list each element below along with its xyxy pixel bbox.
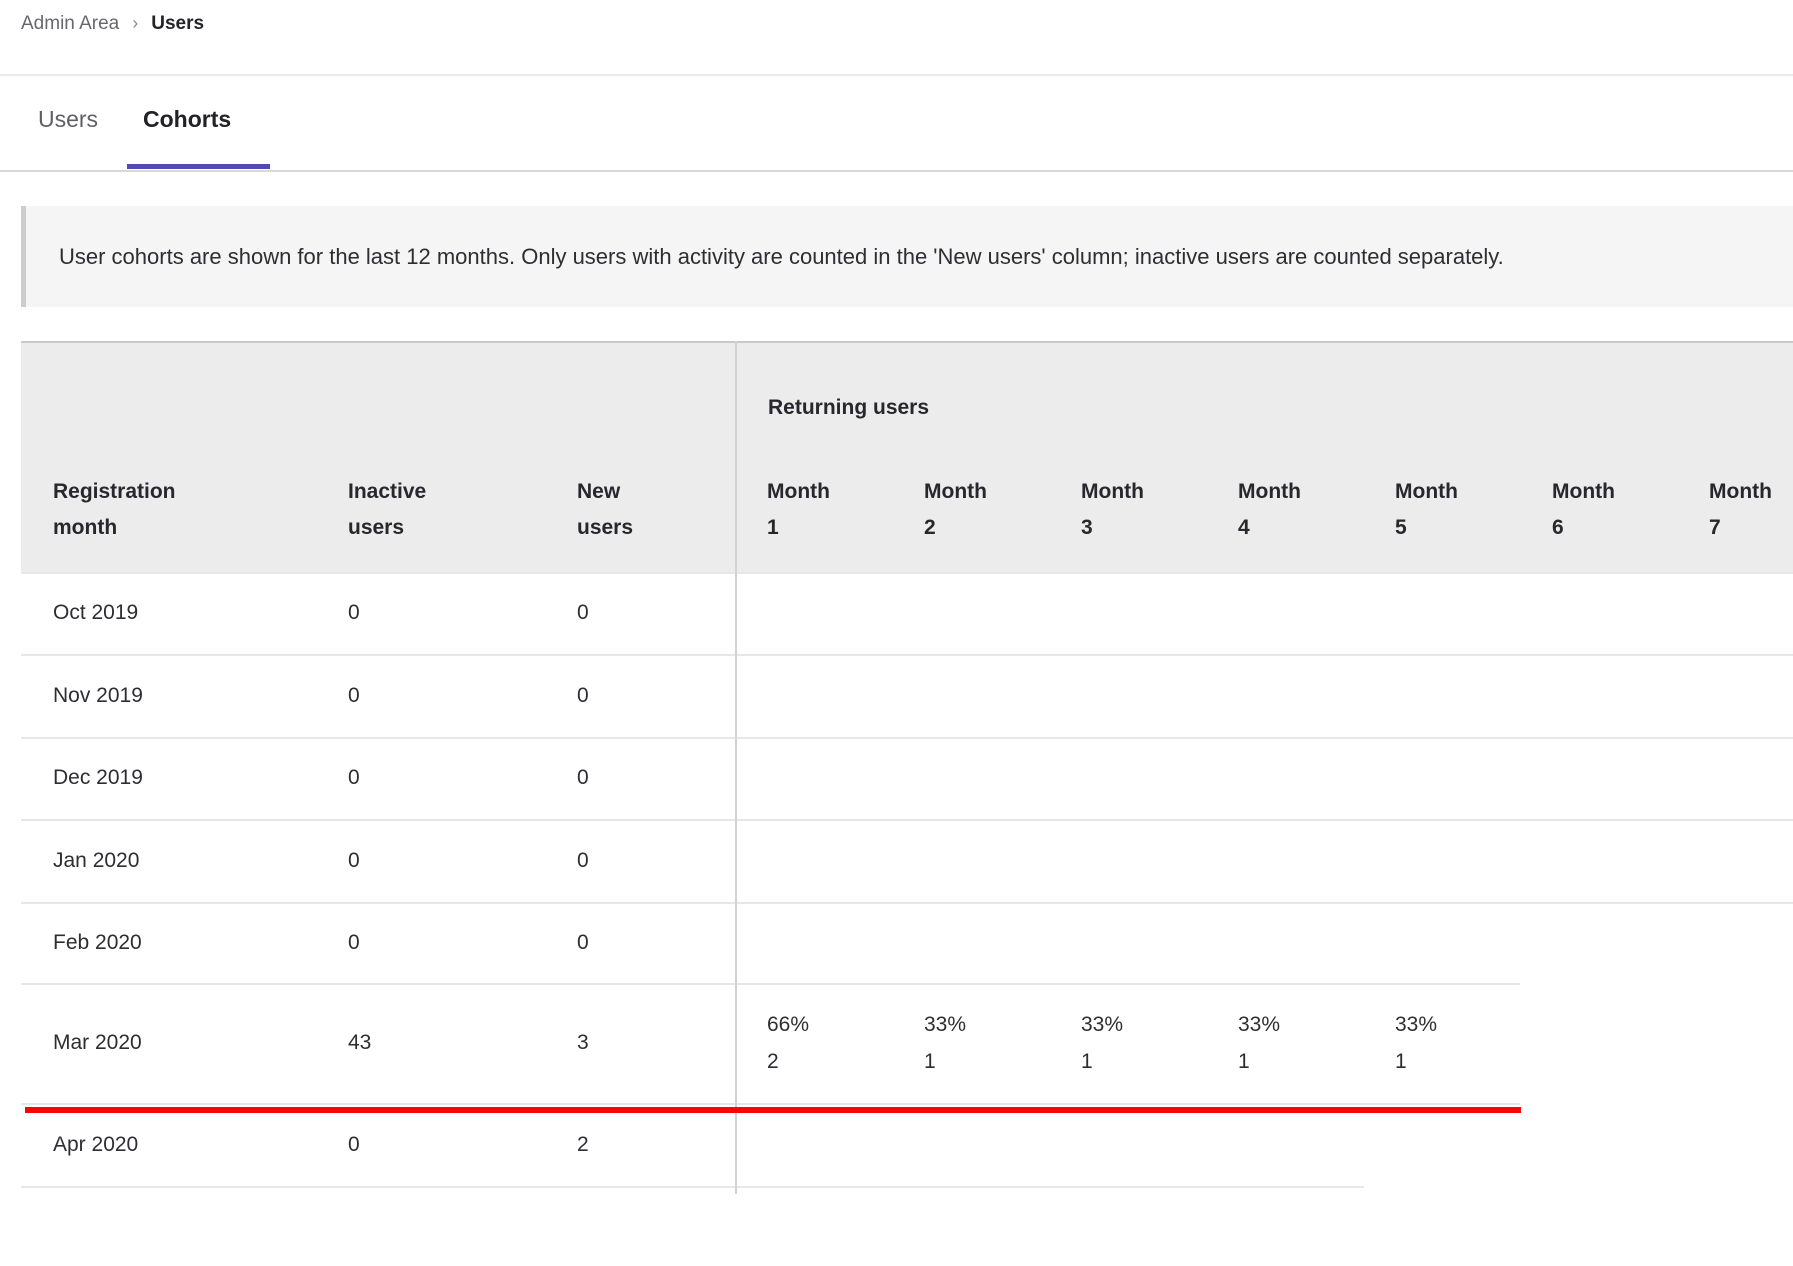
returning-percent: 33% xyxy=(924,1013,967,1036)
table-body: Oct 2019 0 0 Nov 2019 0 0 Dec 2019 0 0 Jan 2020 0 0… xyxy=(21,572,1793,1266)
returning-count: 1 xyxy=(1238,1050,1250,1073)
col-header-month-7: Month 7 xyxy=(1709,480,1772,539)
table-row: Jan 2020 0 0 xyxy=(21,819,1793,902)
cell-new-users: 0 xyxy=(577,683,589,707)
cell-registration-month: Apr 2020 xyxy=(53,1132,139,1156)
table-row: Dec 2019 0 0 xyxy=(21,737,1793,819)
table-row xyxy=(21,1186,1793,1266)
col-header-month-2: Month 2 xyxy=(924,480,987,539)
cell-new-users: 0 xyxy=(577,766,589,789)
table-header: Returning users Registration month Inact… xyxy=(21,341,1793,572)
returning-users-divider xyxy=(735,341,737,1194)
row-border xyxy=(21,819,1793,821)
tab-users[interactable]: Users xyxy=(38,106,99,132)
row-border xyxy=(21,654,1793,656)
returning-count: 1 xyxy=(1081,1050,1093,1073)
cell-inactive-users: 43 xyxy=(348,1031,372,1054)
row-border xyxy=(21,572,1793,574)
col-header-registration-month: Registration month xyxy=(53,480,176,539)
cell-new-users: 0 xyxy=(577,930,589,954)
returning-percent: 33% xyxy=(1395,1013,1438,1036)
row-border xyxy=(21,737,1793,739)
cell-registration-month: Mar 2020 xyxy=(53,1031,142,1054)
tab-cohorts[interactable]: Cohorts xyxy=(143,106,232,132)
col-header-new-users: New users xyxy=(577,480,634,539)
breadcrumb-item-users: Users xyxy=(151,13,205,34)
cell-inactive-users: 0 xyxy=(348,930,360,954)
cell-inactive-users: 0 xyxy=(348,601,360,624)
cohorts-table: Returning users Registration month Inact… xyxy=(21,341,1793,1266)
cell-registration-month: Oct 2019 xyxy=(53,601,139,624)
cell-registration-month: Feb 2020 xyxy=(53,930,142,954)
cell-new-users: 3 xyxy=(577,1031,589,1054)
cell-inactive-users: 0 xyxy=(348,683,360,707)
cell-inactive-users: 0 xyxy=(348,1132,360,1156)
cell-returning-month-2: 33% 1 xyxy=(892,1006,1049,1080)
admin-cohorts-page: { "breadcrumb": { "items": ["Admin Area"… xyxy=(0,12,1793,1194)
col-header-inactive-users: Inactive users xyxy=(348,480,427,539)
row-border xyxy=(21,1103,1520,1105)
cell-new-users: 2 xyxy=(577,1132,589,1156)
returning-percent: 33% xyxy=(1238,1013,1281,1036)
cell-returning-month-3: 33% 1 xyxy=(1049,1006,1206,1080)
cell-new-users: 0 xyxy=(577,601,589,624)
cell-returning-month-4: 33% 1 xyxy=(1206,1006,1363,1080)
returning-percent: 66% xyxy=(767,1013,810,1036)
col-header-month-3: Month 3 xyxy=(1081,480,1144,539)
cell-returning-month-5: 33% 1 xyxy=(1363,1006,1520,1080)
breadcrumb-divider xyxy=(0,74,1793,76)
returning-percent: 33% xyxy=(1081,1013,1124,1036)
table-row: Feb 2020 0 0 xyxy=(21,902,1793,983)
red-underline-annotation xyxy=(25,1107,1521,1113)
cohorts-notice-text: User cohorts are shown for the last 12 m… xyxy=(59,243,1504,269)
breadcrumb-item-admin-area[interactable]: Admin Area xyxy=(21,13,120,34)
chevron-right-icon: › xyxy=(132,12,139,33)
returning-count: 2 xyxy=(767,1050,779,1073)
col-header-month-1: Month 1 xyxy=(767,480,830,539)
breadcrumb: Admin Area › Users xyxy=(21,13,204,35)
table-row: Apr 2020 0 2 xyxy=(21,1103,1793,1186)
row-border xyxy=(21,902,1793,904)
cell-registration-month: Nov 2019 xyxy=(53,683,143,707)
cell-inactive-users: 0 xyxy=(348,766,360,789)
returning-users-group-header: Returning users xyxy=(768,396,930,419)
tab-bar-divider xyxy=(0,170,1793,172)
cell-inactive-users: 0 xyxy=(348,848,360,872)
cell-registration-month: Dec 2019 xyxy=(53,766,143,789)
col-header-month-5: Month 5 xyxy=(1395,480,1458,539)
cell-registration-month: Jan 2020 xyxy=(53,848,140,872)
cell-new-users: 0 xyxy=(577,848,589,872)
cohorts-notice: User cohorts are shown for the last 12 m… xyxy=(21,206,1793,307)
active-tab-indicator xyxy=(127,164,270,169)
col-header-month-6: Month 6 xyxy=(1552,480,1615,539)
returning-count: 1 xyxy=(1395,1050,1407,1073)
cell-returning-month-1: 66% 2 xyxy=(735,1006,892,1080)
table-row: Mar 2020 43 3 66% 2 33% 1 33% 1 33% 1 33% 1 xyxy=(21,983,1793,1103)
row-border xyxy=(21,983,1520,985)
col-header-month-4: Month 4 xyxy=(1238,480,1301,539)
column-header-row: Registration month Inactive users New us… xyxy=(21,474,1793,572)
table-row: Nov 2019 0 0 xyxy=(21,654,1793,737)
table-row: Oct 2019 0 0 xyxy=(21,572,1793,654)
row-border xyxy=(21,1186,1364,1188)
returning-count: 1 xyxy=(924,1050,936,1073)
